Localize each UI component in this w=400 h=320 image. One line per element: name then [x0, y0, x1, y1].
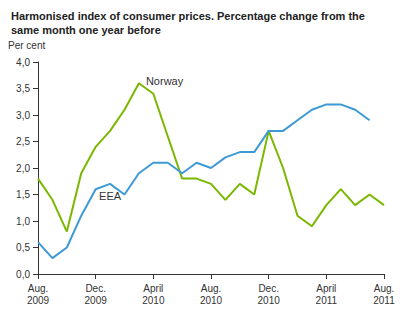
- svg-text:April: April: [143, 283, 163, 294]
- svg-text:0,5: 0,5: [16, 242, 30, 253]
- svg-text:2009: 2009: [85, 295, 108, 306]
- svg-text:Harmonised index of consumer p: Harmonised index of consumer prices. Per…: [11, 10, 365, 22]
- svg-text:1,5: 1,5: [16, 189, 30, 200]
- svg-text:3,0: 3,0: [16, 110, 30, 121]
- svg-text:2,5: 2,5: [16, 136, 30, 147]
- svg-text:2010: 2010: [258, 295, 281, 306]
- svg-text:Dec.: Dec.: [85, 283, 106, 294]
- svg-text:0,0: 0,0: [16, 269, 30, 280]
- svg-text:2010: 2010: [142, 295, 165, 306]
- svg-text:3,5: 3,5: [16, 83, 30, 94]
- svg-text:Dec.: Dec.: [258, 283, 279, 294]
- svg-text:EEA: EEA: [99, 190, 122, 202]
- svg-text:2011: 2011: [373, 295, 395, 306]
- svg-text:2,0: 2,0: [16, 163, 30, 174]
- svg-text:2010: 2010: [200, 295, 223, 306]
- svg-text:Per cent: Per cent: [8, 40, 45, 51]
- svg-text:1,0: 1,0: [16, 216, 30, 227]
- svg-text:2009: 2009: [27, 295, 50, 306]
- svg-text:2011: 2011: [316, 295, 338, 306]
- svg-text:Aug.: Aug.: [374, 283, 395, 294]
- svg-text:Aug.: Aug.: [28, 283, 49, 294]
- svg-text:same month one year before: same month one year before: [11, 24, 161, 36]
- svg-text:April: April: [316, 283, 336, 294]
- svg-text:4,0: 4,0: [16, 57, 30, 68]
- svg-text:Aug.: Aug.: [201, 283, 222, 294]
- svg-text:Norway: Norway: [146, 75, 184, 87]
